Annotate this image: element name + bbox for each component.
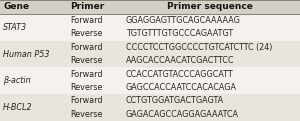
Text: Forward: Forward	[70, 96, 103, 105]
Text: β-actin: β-actin	[3, 76, 31, 85]
Bar	[0, 0, 300, 14]
Bar	[0, 27, 300, 41]
Text: Primer sequence: Primer sequence	[167, 2, 253, 11]
Text: Reverse: Reverse	[70, 30, 103, 38]
Text: Reverse: Reverse	[70, 83, 103, 92]
Text: H-BCL2: H-BCL2	[3, 103, 33, 112]
Text: Primer: Primer	[70, 2, 105, 11]
Text: STAT3: STAT3	[3, 23, 27, 32]
Text: AAGCACCAACATCGACTTCC: AAGCACCAACATCGACTTCC	[126, 56, 235, 65]
Text: Forward: Forward	[70, 43, 103, 52]
Text: Human P53: Human P53	[3, 50, 50, 59]
Bar	[0, 14, 300, 27]
Text: CCACCATGTACCCAGGCATT: CCACCATGTACCCAGGCATT	[126, 70, 234, 79]
Text: TGTGTTTGTGCCCAGAATGT: TGTGTTTGTGCCCAGAATGT	[126, 30, 233, 38]
Text: GAGACAGCCAGGAGAAATCA: GAGACAGCCAGGAGAAATCA	[126, 110, 239, 119]
Bar	[0, 94, 300, 108]
Text: GGAGGAGTTGCAGCAAAAAG: GGAGGAGTTGCAGCAAAAAG	[126, 16, 241, 25]
Bar	[0, 81, 300, 94]
Text: GAGCCACCAATCCACACAGA: GAGCCACCAATCCACACAGA	[126, 83, 237, 92]
Bar	[0, 108, 300, 121]
Bar	[0, 41, 300, 54]
Bar	[0, 54, 300, 67]
Bar	[0, 67, 300, 81]
Text: Forward: Forward	[70, 70, 103, 79]
Text: Gene: Gene	[3, 2, 29, 11]
Text: CCTGTGGATGACTGAGTA: CCTGTGGATGACTGAGTA	[126, 96, 224, 105]
Text: Reverse: Reverse	[70, 56, 103, 65]
Text: Reverse: Reverse	[70, 110, 103, 119]
Text: Forward: Forward	[70, 16, 103, 25]
Text: CCCCTCCTGGCCCCTGTCATCTTC (24): CCCCTCCTGGCCCCTGTCATCTTC (24)	[126, 43, 272, 52]
